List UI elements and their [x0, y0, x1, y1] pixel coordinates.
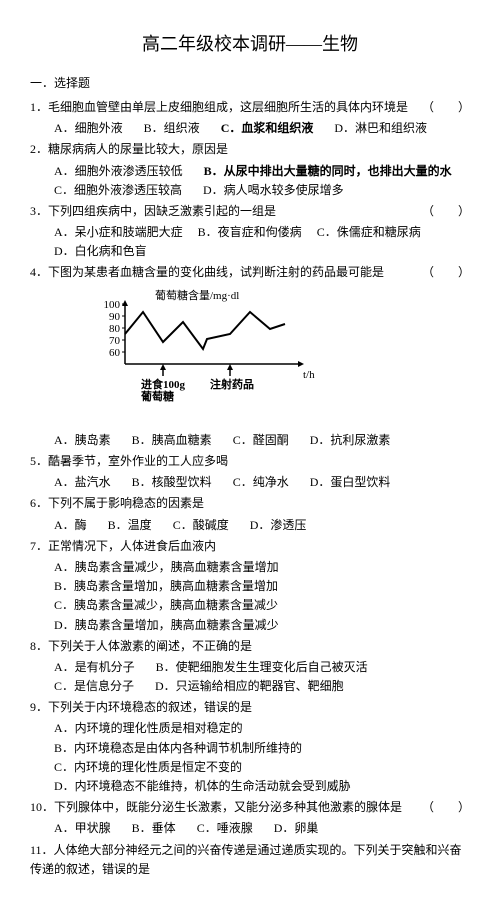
q7-options-row1: A．胰岛素含量减少，胰高血糖素含量增加 B．胰岛素含量增加，胰高血糖素含量增加: [54, 558, 470, 596]
q6-opt-b: B．温度: [108, 516, 152, 535]
q1-options: A．细胞外液 B．组织液 C．血浆和组织液 D．淋巴和组织液: [54, 119, 470, 138]
q7-options-row2: C．胰岛素含量减少，胰高血糖素含量减少 D．胰岛素含量增加，胰高血糖素含量减少: [54, 596, 470, 634]
q4-opt-b: B．胰高血糖素: [132, 431, 212, 450]
q7-opt-d: D．胰岛素含量增加，胰高血糖素含量减少: [54, 616, 279, 635]
question-3: 3．下列四组疾病中，因缺乏激素引起的一组是 （ ）: [30, 202, 470, 221]
q10-options: A．甲状腺 B．垂体 C．唾液腺 D．卵巢: [54, 819, 470, 838]
question-4: 4．下图为某患者血糖含量的变化曲线，试判断注射的药品最可能是 （ ）: [30, 263, 470, 282]
exam-title: 高二年级校本调研——生物: [30, 30, 470, 59]
q6-opt-c: C．酸碱度: [173, 516, 229, 535]
svg-text:注射药品: 注射药品: [210, 377, 254, 391]
q5-opt-c: C．纯净水: [233, 473, 289, 492]
question-7: 7．正常情况下，人体进食后血液内: [30, 537, 470, 556]
q7-opt-b: B．胰岛素含量增加，胰高血糖素含量增加: [54, 577, 278, 596]
q8-options-row1: A．是有机分子 B．使靶细胞发生生理变化后自己被灭活: [54, 658, 470, 677]
q4-opt-a: A．胰岛素: [54, 431, 111, 450]
question-8: 8．下列关于人体激素的阐述，不正确的是: [30, 637, 470, 656]
q5-opt-d: D．蛋白型饮料: [310, 473, 391, 492]
q8-opt-a: A．是有机分子: [54, 658, 135, 677]
q2-opt-c: C．细胞外液渗透压较高: [54, 181, 182, 200]
q2-options-row2: C．细胞外液渗透压较高 D．病人喝水较多使尿增多: [54, 181, 470, 200]
question-11: 11．人体绝大部分神经元之间的兴奋传递是通过递质实现的。下列关于突触和兴奋传递的…: [30, 841, 470, 879]
q2-opt-b: B．从尿中排出大量糖的同时，也排出大量的水: [204, 162, 452, 181]
q4-options: A．胰岛素 B．胰高血糖素 C．醛固酮 D．抗利尿激素: [54, 431, 470, 450]
q9-opt-a: A．内环境的理化性质是相对稳定的: [54, 719, 470, 738]
q1-opt-a: A．细胞外液: [54, 119, 123, 138]
question-10: 10．下列腺体中，既能分泌生长激素，又能分泌多种其他激素的腺体是 （ ）: [30, 798, 470, 817]
q5-options: A．盐汽水 B．核酸型饮料 C．纯净水 D．蛋白型饮料: [54, 473, 470, 492]
q3-opt-d: D．白化病和色盲: [54, 242, 147, 261]
q6-opt-a: A．酶: [54, 516, 87, 535]
q5-opt-a: A．盐汽水: [54, 473, 111, 492]
q3-paren: （ ）: [422, 202, 470, 221]
svg-text:90: 90: [109, 311, 121, 323]
q3-opt-c: C．侏儒症和糖尿病: [317, 223, 421, 242]
svg-text:葡萄糖含量/mg·dl: 葡萄糖含量/mg·dl: [155, 289, 239, 302]
q1-opt-d: D．淋巴和组织液: [334, 119, 427, 138]
q4-opt-d: D．抗利尿激素: [310, 431, 391, 450]
q4-opt-c: C．醛固酮: [233, 431, 289, 450]
q8-opt-b: B．使靶细胞发生生理变化后自己被灭活: [156, 658, 368, 677]
q1-opt-b: B．组织液: [144, 119, 200, 138]
q8-opt-d: D．只运输给相应的靶器官、靶细胞: [155, 677, 344, 696]
q9-opt-d: D．内环境稳态不能维持，机体的生命活动就会受到威胁: [54, 777, 470, 796]
svg-text:进食100g: 进食100g: [141, 377, 185, 391]
q6-opt-d: D．渗透压: [250, 516, 307, 535]
q2-opt-a: A．细胞外液渗透压较低: [54, 162, 183, 181]
q8-opt-c: C．是信息分子: [54, 677, 134, 696]
glucose-chart: 葡萄糖含量/mg·dl 10090807060 t/h 进食100g葡萄糖 注射药品: [90, 289, 470, 425]
svg-text:60: 60: [109, 347, 121, 359]
q7-opt-a: A．胰岛素含量减少，胰高血糖素含量增加: [54, 558, 279, 577]
q10-paren: （ ）: [422, 798, 470, 817]
q2-options-row1: A．细胞外液渗透压较低 B．从尿中排出大量糖的同时，也排出大量的水: [54, 162, 470, 181]
q3-options: A．呆小症和肢端肥大症 B．夜盲症和佝偻病 C．侏儒症和糖尿病 D．白化病和色盲: [54, 223, 470, 261]
svg-text:70: 70: [109, 335, 121, 347]
q4-stem: 4．下图为某患者血糖含量的变化曲线，试判断注射的药品最可能是: [30, 265, 384, 279]
q9-opt-b: B．内环境稳态是由体内各种调节机制所维持的: [54, 739, 470, 758]
q7-opt-c: C．胰岛素含量减少，胰高血糖素含量减少: [54, 596, 278, 615]
q1-opt-c: C．血浆和组织液: [221, 119, 314, 138]
q10-opt-c: C．唾液腺: [197, 819, 253, 838]
q10-opt-d: D．卵巢: [274, 819, 319, 838]
question-2: 2．糖尿病病人的尿量比较大，原因是: [30, 140, 470, 159]
section-heading: 一．选择题: [30, 74, 470, 93]
q3-opt-b: B．夜盲症和佝偻病: [198, 223, 302, 242]
question-6: 6．下列不属于影响稳态的因素是: [30, 494, 470, 513]
q10-stem: 10．下列腺体中，既能分泌生长激素，又能分泌多种其他激素的腺体是: [30, 800, 402, 814]
svg-text:t/h: t/h: [303, 369, 315, 381]
question-1: 1．毛细胞血管壁由单层上皮细胞组成，这层细胞所生活的具体内环境是 （ ）: [30, 98, 470, 117]
q5-opt-b: B．核酸型饮料: [132, 473, 212, 492]
svg-text:100: 100: [104, 299, 121, 311]
question-9: 9．下列关于内环境稳态的叙述，错误的是: [30, 698, 470, 717]
svg-text:葡萄糖: 葡萄糖: [140, 389, 174, 403]
svg-text:80: 80: [109, 323, 121, 335]
q8-options-row2: C．是信息分子 D．只运输给相应的靶器官、靶细胞: [54, 677, 470, 696]
q3-opt-a: A．呆小症和肢端肥大症: [54, 223, 183, 242]
q1-paren: （ ）: [422, 98, 470, 117]
q9-opt-c: C．内环境的理化性质是恒定不变的: [54, 758, 470, 777]
q4-paren: （ ）: [422, 263, 470, 282]
q3-stem: 3．下列四组疾病中，因缺乏激素引起的一组是: [30, 204, 276, 218]
q10-opt-a: A．甲状腺: [54, 819, 111, 838]
q2-opt-d: D．病人喝水较多使尿增多: [203, 181, 344, 200]
q1-stem: 1．毛细胞血管壁由单层上皮细胞组成，这层细胞所生活的具体内环境是: [30, 100, 408, 114]
chart-svg: 葡萄糖含量/mg·dl 10090807060 t/h 进食100g葡萄糖 注射药品: [90, 289, 330, 419]
q6-options: A．酶 B．温度 C．酸碱度 D．渗透压: [54, 516, 470, 535]
question-5: 5．酷暑季节，室外作业的工人应多喝: [30, 452, 470, 471]
q10-opt-b: B．垂体: [132, 819, 176, 838]
